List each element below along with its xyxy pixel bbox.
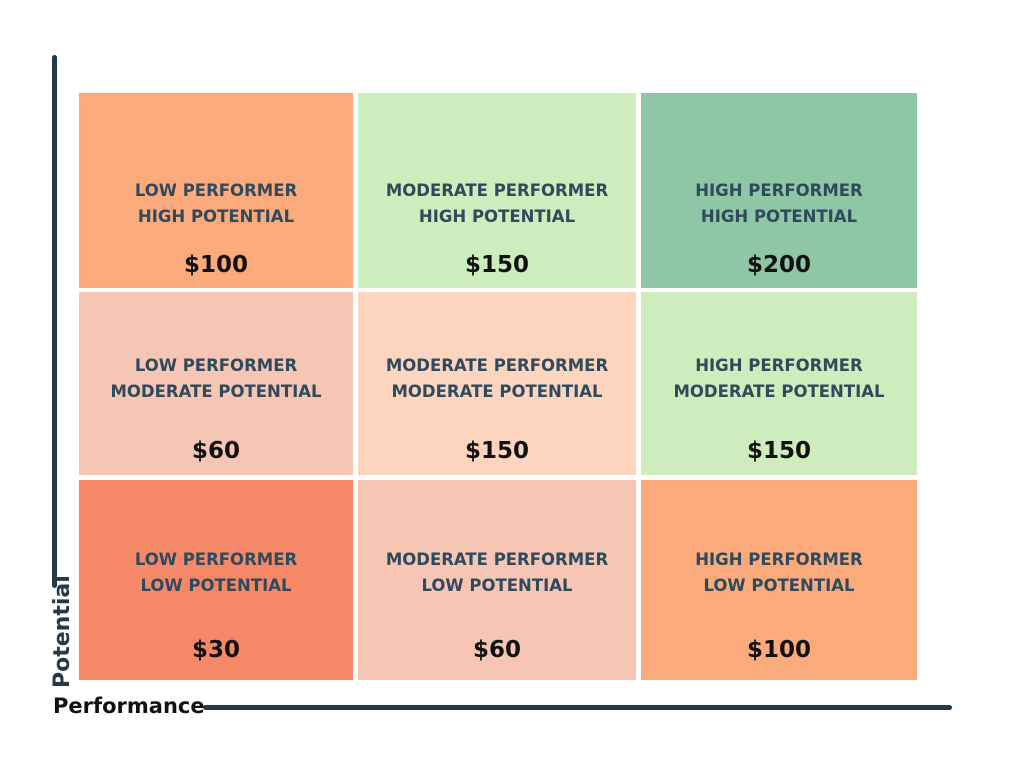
cell-moderate-performer-moderate-potential: MODERATE PERFORMER MODERATE POTENTIAL $1…: [358, 292, 636, 475]
cell-label-performance: LOW PERFORMER: [134, 550, 298, 569]
cell-value: $100: [183, 252, 248, 278]
cell-value: $60: [191, 438, 240, 464]
cell-label-potential: HIGH POTENTIAL: [137, 207, 295, 226]
cell-label-potential: HIGH POTENTIAL: [418, 207, 576, 226]
y-axis-line: [52, 55, 57, 588]
cell-moderate-performer-low-potential: MODERATE PERFORMER LOW POTENTIAL $60: [358, 480, 636, 680]
cell-label-potential: MODERATE POTENTIAL: [673, 382, 885, 401]
cell-high-performer-high-potential: HIGH PERFORMER HIGH POTENTIAL $200: [641, 93, 917, 288]
cell-low-performer-high-potential: LOW PERFORMER HIGH POTENTIAL $100: [79, 93, 353, 288]
cell-label-potential: MODERATE POTENTIAL: [110, 382, 322, 401]
cell-label-performance: LOW PERFORMER: [134, 356, 298, 375]
cell-low-performer-low-potential: LOW PERFORMER LOW POTENTIAL $30: [79, 480, 353, 680]
cell-value: $200: [746, 252, 811, 278]
cell-label-potential: LOW POTENTIAL: [421, 576, 573, 595]
cell-label-potential: LOW POTENTIAL: [703, 576, 855, 595]
cell-label-performance: MODERATE PERFORMER: [385, 356, 609, 375]
cell-value: $60: [472, 637, 521, 663]
cell-label-performance: MODERATE PERFORMER: [385, 181, 609, 200]
cell-label-performance: LOW PERFORMER: [134, 181, 298, 200]
cell-high-performer-low-potential: HIGH PERFORMER LOW POTENTIAL $100: [641, 480, 917, 680]
cell-value: $150: [464, 252, 529, 278]
cell-label-performance: HIGH PERFORMER: [695, 356, 863, 375]
cell-label-potential: LOW POTENTIAL: [140, 576, 292, 595]
cell-label-performance: MODERATE PERFORMER: [385, 550, 609, 569]
cell-label-potential: MODERATE POTENTIAL: [391, 382, 603, 401]
cell-high-performer-moderate-potential: HIGH PERFORMER MODERATE POTENTIAL $150: [641, 292, 917, 475]
cell-low-performer-moderate-potential: LOW PERFORMER MODERATE POTENTIAL $60: [79, 292, 353, 475]
cell-label-performance: HIGH PERFORMER: [695, 181, 863, 200]
cell-label-potential: HIGH POTENTIAL: [700, 207, 858, 226]
cell-value: $150: [746, 438, 811, 464]
x-axis-line: [203, 705, 952, 710]
cell-value: $100: [746, 637, 811, 663]
x-axis-label: Performance: [53, 694, 205, 718]
cell-label-performance: HIGH PERFORMER: [695, 550, 863, 569]
cell-value: $150: [464, 438, 529, 464]
cell-value: $30: [191, 637, 240, 663]
y-axis-label: Potential: [50, 575, 75, 688]
cell-moderate-performer-high-potential: MODERATE PERFORMER HIGH POTENTIAL $150: [358, 93, 636, 288]
